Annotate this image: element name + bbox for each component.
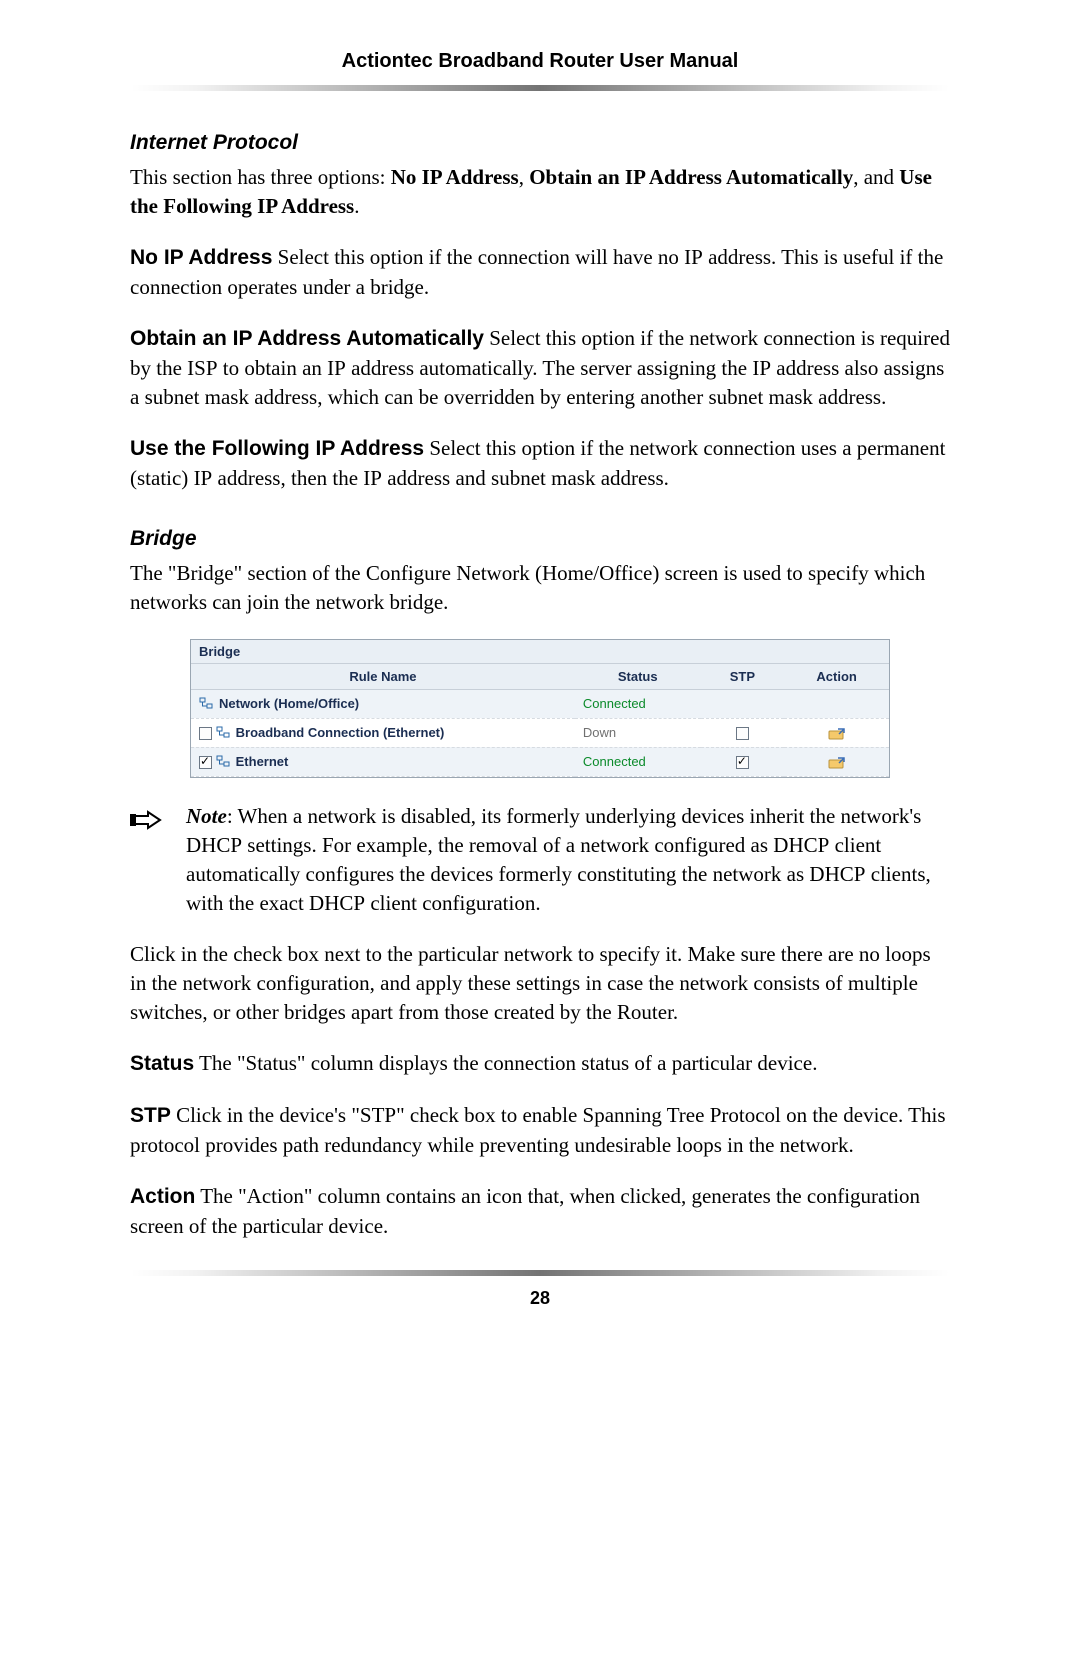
action-cell	[784, 689, 889, 718]
status-text: Down	[583, 725, 616, 740]
auto-para: Obtain an IP Address Automatically Selec…	[130, 324, 950, 412]
stp-sc: STP	[360, 1103, 396, 1127]
page-number: 28	[130, 1288, 950, 1309]
note-label: Note	[186, 804, 227, 828]
col-action: Action	[784, 664, 889, 690]
header-divider	[130, 85, 950, 91]
ip-intro-a: This section has three options:	[130, 165, 391, 189]
auto-c: address automatically. The server assign…	[346, 356, 752, 380]
static-b: address, then the	[212, 466, 363, 490]
ip-intro-end: .	[354, 194, 359, 218]
rule-name-text: Broadband Connection (Ethernet)	[236, 725, 445, 740]
status-cell: Connected	[575, 747, 701, 776]
footer-divider	[130, 1270, 950, 1276]
section-heading-ip: Internet Protocol	[130, 131, 950, 155]
stp-a: Click in the device's "	[171, 1103, 360, 1127]
noip-ip: IP	[684, 245, 703, 269]
table-row: Network (Home/Office) Connected	[191, 689, 889, 718]
stp-para: STP Click in the device's "STP" check bo…	[130, 1101, 950, 1160]
status-cell: Down	[575, 718, 701, 747]
note-dhcp1: DHCP	[186, 833, 242, 857]
table-row: Broadband Connection (Ethernet) Down	[191, 718, 889, 747]
ip-opt2: Obtain an IP Address Automatically	[529, 165, 853, 189]
rule-name-cell: Ethernet	[191, 747, 575, 776]
stp-cell	[701, 718, 785, 747]
col-stp: STP	[701, 664, 785, 690]
pointing-hand-icon	[130, 806, 172, 839]
ip-intro: This section has three options: No IP Ad…	[130, 163, 950, 221]
auto-ip1: IP	[327, 356, 346, 380]
stp-cell	[701, 689, 785, 718]
noip-a: Select this option if the connection wil…	[272, 245, 684, 269]
note-text: Note: When a network is disabled, its fo…	[186, 802, 950, 918]
section-heading-bridge: Bridge	[130, 527, 950, 551]
ip-opt1: No IP Address	[391, 165, 519, 189]
col-rule-name: Rule Name	[191, 664, 575, 690]
rule-name-cell: Network (Home/Office)	[191, 689, 575, 718]
note-b: settings. For example, the removal of a …	[242, 833, 773, 857]
bridge-table: Rule Name Status STP Action Network (Hom…	[191, 664, 889, 777]
page: Actiontec Broadband Router User Manual I…	[0, 0, 1080, 1369]
bridge-table-screenshot: Bridge Rule Name Status STP Action Netwo…	[190, 639, 890, 778]
bridge-post-note: Click in the check box next to the parti…	[130, 940, 950, 1027]
table-row: Ethernet Connected	[191, 747, 889, 776]
action-text: The "Action" column contains an icon tha…	[130, 1184, 920, 1238]
status-label: Status	[130, 1052, 194, 1075]
action-cell	[784, 747, 889, 776]
network-icon	[216, 726, 230, 741]
static-ip2: IP	[363, 466, 382, 490]
stp-cell	[701, 747, 785, 776]
manual-header: Actiontec Broadband Router User Manual	[130, 50, 950, 73]
status-para: Status The "Status" column displays the …	[130, 1049, 950, 1079]
network-icon	[199, 697, 213, 712]
ip-sep1: ,	[519, 165, 530, 189]
rule-name-cell: Broadband Connection (Ethernet)	[191, 718, 575, 747]
action-para: Action The "Action" column contains an i…	[130, 1182, 950, 1241]
note-e: client configuration.	[365, 891, 541, 915]
bridge-intro: The "Bridge" section of the Configure Ne…	[130, 559, 950, 617]
col-status: Status	[575, 664, 701, 690]
noip-label: No IP Address	[130, 246, 272, 269]
note-dhcp2: DHCP	[773, 833, 829, 857]
edit-icon[interactable]	[828, 725, 846, 740]
rule-name-text: Ethernet	[236, 754, 289, 769]
rule-name-text: Network (Home/Office)	[219, 696, 359, 711]
note-dhcp3: DHCP	[809, 862, 865, 886]
note-dhcp4: DHCP	[309, 891, 365, 915]
static-ip1: IP	[194, 466, 213, 490]
auto-b: to obtain an	[218, 356, 328, 380]
stp-checkbox[interactable]	[736, 727, 749, 740]
status-text: The "Status" column displays the connect…	[194, 1051, 817, 1075]
status-text: Connected	[583, 696, 646, 711]
noip-para: No IP Address Select this option if the …	[130, 243, 950, 302]
stp-checkbox[interactable]	[736, 756, 749, 769]
auto-label: Obtain an IP Address Automatically	[130, 327, 484, 350]
static-c: address and subnet mask address.	[382, 466, 669, 490]
note-block: Note: When a network is disabled, its fo…	[130, 802, 950, 918]
stp-label: STP	[130, 1104, 171, 1127]
action-cell	[784, 718, 889, 747]
bridge-table-title: Bridge	[191, 640, 889, 664]
auto-ip2: IP	[752, 356, 771, 380]
ip-sep2: , and	[853, 165, 899, 189]
edit-icon[interactable]	[828, 754, 846, 769]
auto-isp: ISP	[187, 356, 217, 380]
status-cell: Connected	[575, 689, 701, 718]
static-para: Use the Following IP Address Select this…	[130, 434, 950, 493]
note-a: : When a network is disabled, its former…	[227, 804, 921, 828]
select-checkbox[interactable]	[199, 756, 212, 769]
static-label: Use the Following IP Address	[130, 437, 424, 460]
select-checkbox[interactable]	[199, 727, 212, 740]
action-label: Action	[130, 1185, 195, 1208]
status-text: Connected	[583, 754, 646, 769]
network-icon	[216, 755, 230, 770]
